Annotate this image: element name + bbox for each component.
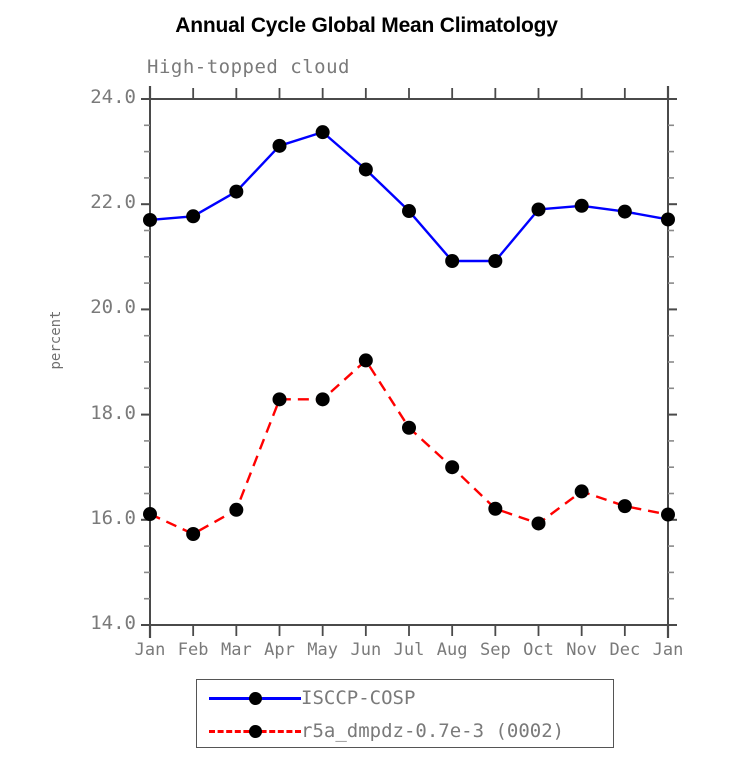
y-tick-label: 24.0 [90, 86, 136, 108]
data-point-marker [186, 527, 201, 542]
data-point-marker [617, 499, 632, 514]
legend-label-series-0: ISCCP-COSP [301, 686, 416, 709]
data-point-marker [272, 138, 287, 153]
legend-marker-icon [248, 724, 262, 738]
legend-swatch-series-0 [209, 686, 301, 710]
y-tick-label: 16.0 [90, 506, 136, 529]
data-point-marker [229, 184, 244, 199]
x-tick-label: Jan [134, 640, 166, 660]
data-point-marker [358, 353, 373, 368]
chart-title: Annual Cycle Global Mean Climatology [175, 14, 558, 37]
legend-item-series-1: r5a_dmpdz-0.7e-3 (0002) [197, 714, 613, 748]
data-point-marker [143, 212, 157, 227]
x-tick-label: May [307, 640, 339, 660]
x-tick-label: Jun [350, 640, 382, 660]
data-point-marker [661, 507, 675, 522]
data-point-marker [143, 507, 157, 522]
data-point-marker [445, 460, 460, 475]
data-point-marker [358, 162, 373, 177]
y-tick-label: 18.0 [90, 401, 136, 424]
data-point-marker [186, 209, 201, 224]
series-line-1 [149, 359, 669, 536]
x-tick-label: Aug [436, 640, 468, 660]
legend-item-series-0: ISCCP-COSP [197, 681, 613, 715]
data-point-marker [402, 204, 416, 219]
x-tick-label: Jul [393, 640, 425, 660]
data-point-marker [531, 516, 546, 531]
data-point-marker [531, 202, 546, 217]
x-tick-label: Nov [566, 640, 598, 660]
chart-subtitle: High-topped cloud [147, 56, 350, 78]
x-tick-label: Apr [264, 640, 295, 660]
y-tick-label: 20.0 [90, 296, 136, 319]
y-tick-label: 22.0 [90, 191, 136, 214]
data-point-marker [402, 420, 416, 435]
x-tick-label: Mar [220, 640, 252, 660]
data-point-marker [315, 392, 330, 407]
data-point-marker [488, 501, 503, 516]
legend-marker-icon [248, 691, 262, 705]
data-point-marker [445, 254, 460, 269]
data-point-marker [617, 204, 632, 219]
y-tick-label: 14.0 [90, 612, 136, 634]
series-line-0 [149, 130, 669, 263]
x-tick-label: Feb [177, 640, 209, 660]
data-point-marker [229, 502, 244, 517]
legend-label-series-1: r5a_dmpdz-0.7e-3 (0002) [301, 719, 565, 742]
x-tick-label: Sep [479, 640, 511, 660]
x-tick-label: Jan [652, 640, 684, 660]
data-point-marker [661, 212, 675, 227]
data-point-marker [272, 392, 287, 407]
chart-legend: ISCCP-COSP r5a_dmpdz-0.7e-3 (0002) [196, 679, 614, 748]
data-point-marker [315, 125, 330, 140]
legend-swatch-series-1 [209, 719, 301, 743]
data-point-marker [574, 198, 589, 213]
data-point-marker [574, 484, 589, 499]
x-tick-label: Oct [523, 640, 554, 660]
data-point-marker [488, 254, 503, 269]
x-tick-label: Dec [609, 640, 641, 660]
